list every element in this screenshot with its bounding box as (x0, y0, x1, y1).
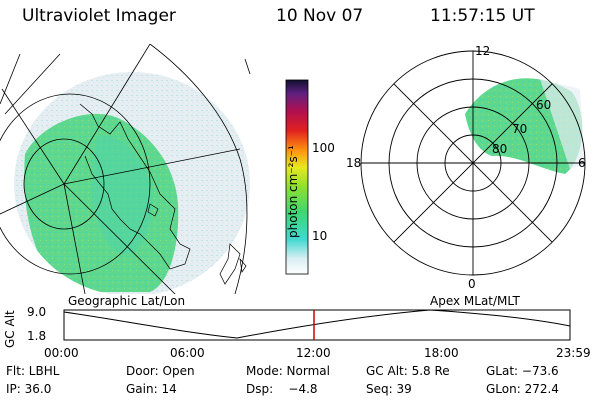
geographic-panel-label: Geographic Lat/Lon (68, 294, 186, 308)
geographic-image (0, 44, 251, 294)
mlt-label-0: 0 (468, 277, 476, 291)
time-tick-1800: 18:00 (424, 346, 459, 360)
coastlines (79, 103, 247, 285)
mlt-label-6: 6 (578, 156, 586, 170)
dsp-info: Dsp: −4.8 (246, 382, 318, 396)
mlat-label-70: 70 (512, 122, 528, 136)
altitude-ytick-high: 9.0 (27, 305, 47, 319)
time-tick-0000: 00:00 (44, 346, 79, 360)
time-tick-1200: 12:00 (296, 346, 331, 360)
altitude-ytick-low: 1.8 (27, 329, 47, 343)
colorbar-tick-10: 10 (312, 229, 328, 243)
mlat-label-60: 60 (536, 98, 552, 112)
gain-info: Gain: 14 (126, 382, 177, 396)
lat-lon-grid (0, 44, 251, 294)
filter-info: Flt: LBHL (6, 364, 60, 378)
seq-info: Seq: 39 (366, 382, 412, 396)
mlat-label-80: 80 (492, 142, 508, 156)
colorbar (285, 79, 309, 275)
colorbar-tick-100: 100 (312, 141, 335, 155)
mode-info: Mode: Normal (246, 364, 330, 378)
gc-alt-info: GC Alt: 5.8 Re (366, 364, 450, 378)
date-label: 10 Nov 07 (276, 6, 364, 26)
time-tick-0600: 06:00 (170, 346, 205, 360)
mlt-label-12: 12 (475, 44, 491, 58)
time-tick-2359: 23:59 (556, 346, 591, 360)
door-info: Door: Open (126, 364, 195, 378)
glat-info: GLat: −73.6 (486, 364, 559, 378)
glon-info: GLon: 272.4 (486, 382, 559, 396)
polar-grid (360, 50, 586, 276)
altitude-ylabel: GC Alt (3, 310, 17, 348)
apex-panel-label: Apex MLat/MLT (430, 294, 520, 308)
altitude-curve (63, 309, 571, 339)
colorbar-unit-label: photon cm⁻²s⁻¹ (286, 145, 300, 238)
ip-info: IP: 36.0 (6, 382, 52, 396)
app-title: Ultraviolet Imager (22, 6, 176, 26)
mlt-label-18: 18 (346, 156, 362, 170)
time-label: 11:57:15 UT (430, 6, 535, 26)
altitude-plot (63, 309, 571, 341)
polar-plot (360, 50, 586, 276)
